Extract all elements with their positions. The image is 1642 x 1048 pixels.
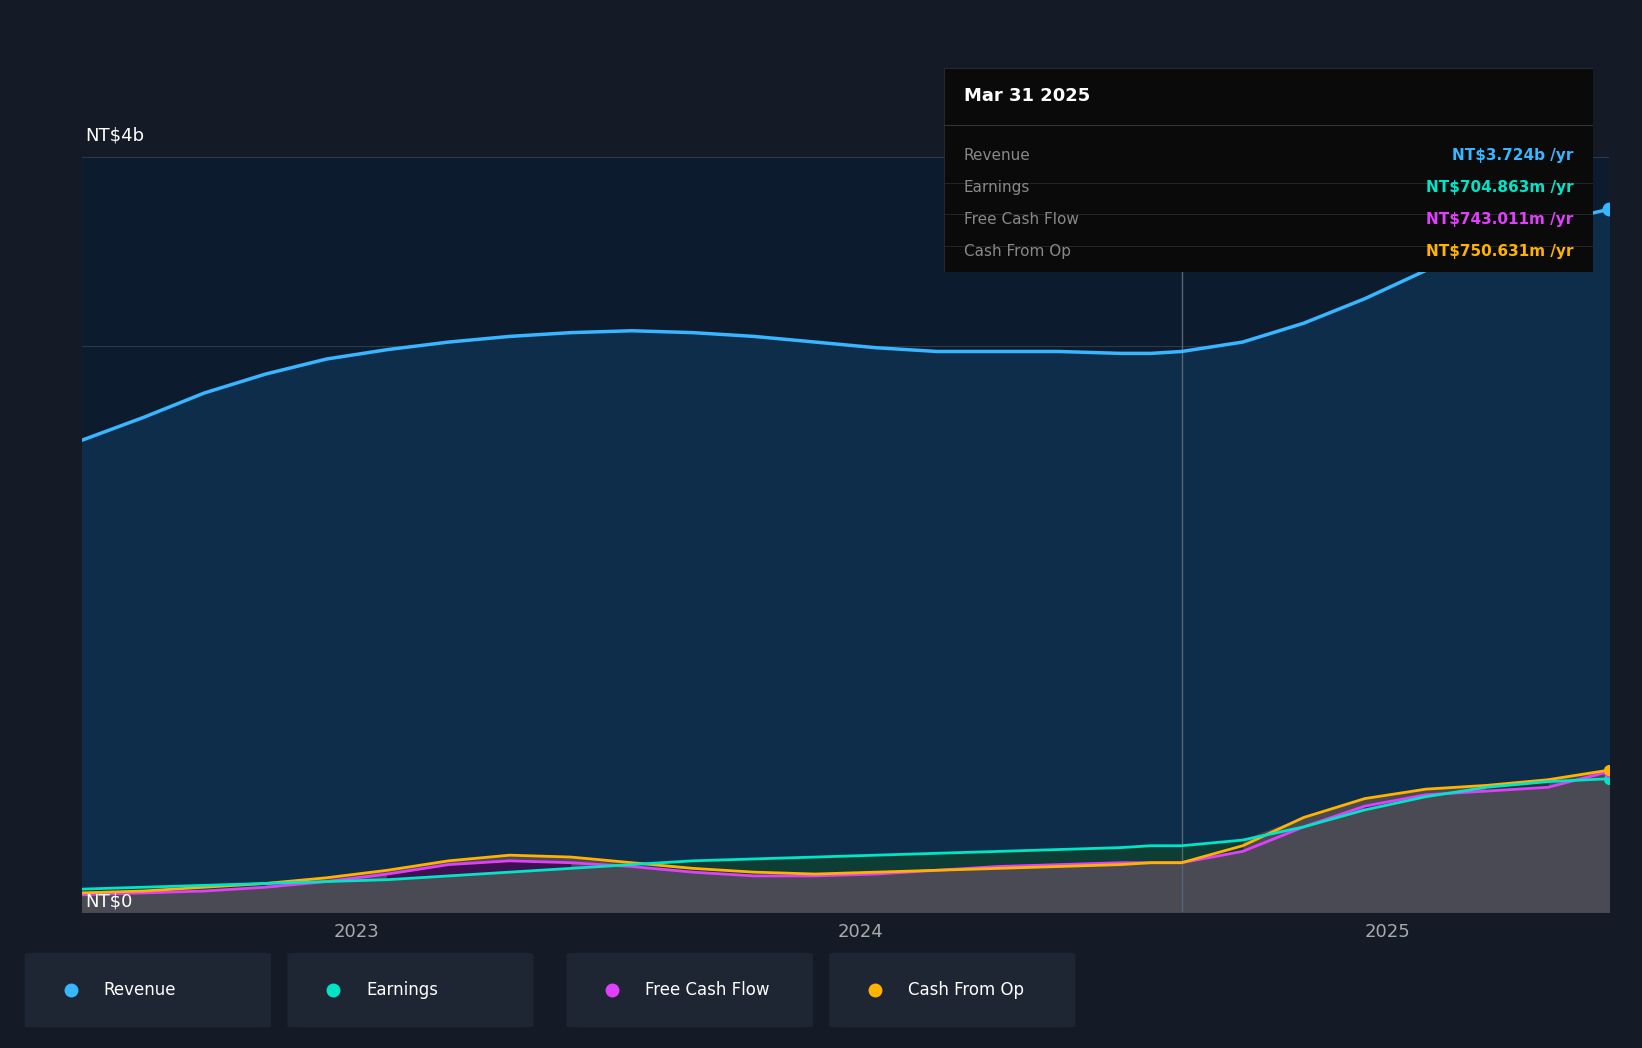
- FancyBboxPatch shape: [287, 953, 534, 1027]
- Text: Cash From Op: Cash From Op: [964, 243, 1071, 259]
- Text: Revenue: Revenue: [964, 149, 1031, 163]
- FancyBboxPatch shape: [25, 953, 271, 1027]
- Text: Past: Past: [1189, 165, 1222, 180]
- Text: NT$750.631m /yr: NT$750.631m /yr: [1425, 243, 1573, 259]
- Text: Earnings: Earnings: [366, 981, 438, 999]
- Text: NT$3.724b /yr: NT$3.724b /yr: [1452, 149, 1573, 163]
- Text: Free Cash Flow: Free Cash Flow: [964, 212, 1079, 226]
- Text: NT$0: NT$0: [85, 893, 133, 911]
- Text: NT$743.011m /yr: NT$743.011m /yr: [1425, 212, 1573, 226]
- Text: Revenue: Revenue: [103, 981, 176, 999]
- Text: Mar 31 2025: Mar 31 2025: [964, 87, 1090, 105]
- Text: Cash From Op: Cash From Op: [908, 981, 1025, 999]
- FancyBboxPatch shape: [944, 68, 1593, 272]
- Text: NT$704.863m /yr: NT$704.863m /yr: [1425, 180, 1573, 195]
- Text: Earnings: Earnings: [964, 180, 1030, 195]
- Text: NT$4b: NT$4b: [85, 127, 144, 145]
- FancyBboxPatch shape: [566, 953, 813, 1027]
- Text: Free Cash Flow: Free Cash Flow: [645, 981, 770, 999]
- FancyBboxPatch shape: [829, 953, 1076, 1027]
